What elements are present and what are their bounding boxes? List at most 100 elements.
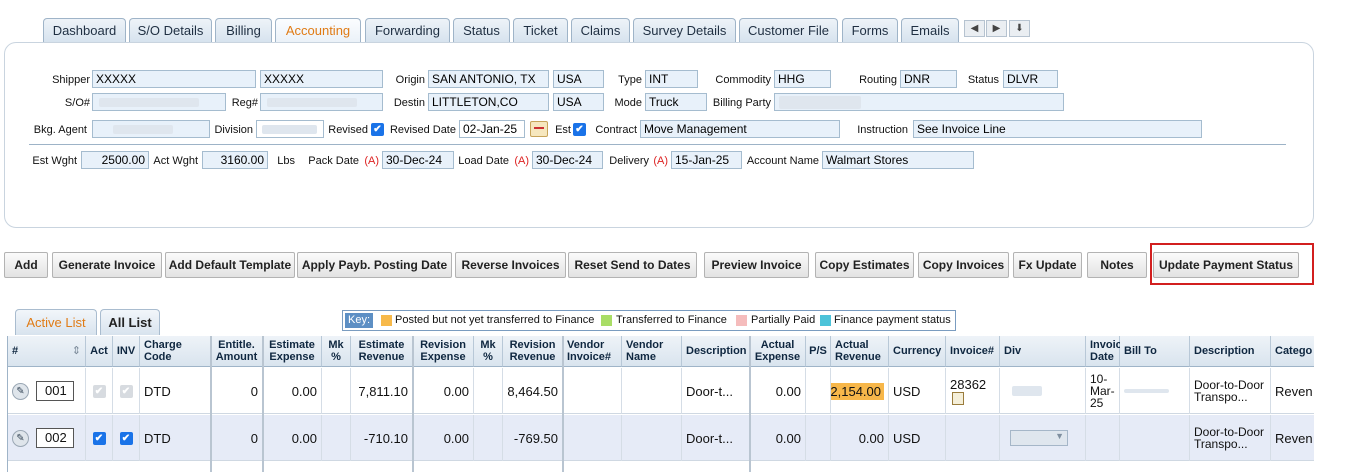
instruction-field[interactable]: See Invoice Line: [913, 120, 1202, 138]
mode-field[interactable]: Truck: [645, 93, 707, 111]
mk1-cell[interactable]: [322, 415, 351, 461]
act-weight-field[interactable]: 3160.00: [202, 151, 268, 169]
tab-ticket[interactable]: Ticket: [513, 18, 568, 43]
currency-cell[interactable]: USD: [889, 415, 946, 461]
line-number-input[interactable]: 001: [36, 381, 74, 401]
invoice-date-cell[interactable]: 10-Mar-25: [1086, 368, 1120, 414]
type-field[interactable]: INT: [645, 70, 698, 88]
delivery-date-field[interactable]: 15-Jan-25: [671, 151, 742, 169]
currency-cell[interactable]: USD: [889, 368, 946, 414]
tab-menu-down-icon[interactable]: ⬇: [1009, 20, 1030, 37]
tab-survey-details[interactable]: Survey Details: [633, 18, 736, 43]
sort-icon[interactable]: ⇕: [71, 345, 81, 357]
tab-forwarding[interactable]: Forwarding: [365, 18, 450, 43]
invoice-date-cell[interactable]: [1086, 415, 1120, 461]
div-select[interactable]: ▼: [1010, 430, 1068, 446]
destin-field[interactable]: LITTLETON,CO: [428, 93, 549, 111]
commodity-field[interactable]: HHG: [774, 70, 831, 88]
mk2-cell[interactable]: [474, 415, 503, 461]
reset-send-to-dates-button[interactable]: Reset Send to Dates: [568, 252, 697, 278]
actual-revenue-cell[interactable]: 2,154.00: [831, 368, 889, 414]
actual-revenue-cell[interactable]: 0.00: [831, 415, 889, 461]
revision-expense-cell[interactable]: 0.00: [413, 415, 474, 461]
mk1-cell[interactable]: [322, 368, 351, 414]
estimate-expense-cell[interactable]: 0.00: [263, 415, 322, 461]
apply-payb-posting-date-button[interactable]: Apply Payb. Posting Date: [297, 252, 452, 278]
tab-so-details[interactable]: S/O Details: [129, 18, 212, 43]
description-cell[interactable]: Door-t...: [682, 368, 750, 414]
bkg-agent-field[interactable]: [92, 120, 210, 138]
contract-field[interactable]: Move Management: [640, 120, 840, 138]
generate-invoice-button[interactable]: Generate Invoice: [52, 252, 162, 278]
shipper-first-field[interactable]: XXXXX: [92, 70, 256, 88]
account-name-field[interactable]: Walmart Stores: [822, 151, 974, 169]
tab-scroll-left-icon[interactable]: ◀: [964, 20, 985, 37]
pencil-icon[interactable]: ✎: [12, 382, 29, 400]
mk2-cell[interactable]: [474, 368, 503, 414]
division-field[interactable]: [256, 120, 324, 138]
bill-to-cell[interactable]: [1120, 415, 1190, 461]
estimate-expense-cell[interactable]: 0.00: [263, 368, 322, 414]
table-row[interactable]: ✎ 001 ✔ ✔ DTD 0 0.00 7,811.10 0.00 8,464…: [8, 368, 1314, 414]
charge-code-cell[interactable]: DTD: [140, 368, 211, 414]
actual-expense-cell[interactable]: 0.00: [750, 415, 806, 461]
ps-cell[interactable]: [806, 368, 831, 414]
add-default-template-button[interactable]: Add Default Template: [165, 252, 295, 278]
div-cell[interactable]: [1000, 368, 1086, 414]
routing-field[interactable]: DNR: [900, 70, 957, 88]
tab-claims[interactable]: Claims: [571, 18, 630, 43]
description-cell[interactable]: Door-t...: [682, 415, 750, 461]
so-number-field[interactable]: [92, 93, 226, 111]
tab-all-list[interactable]: All List: [100, 309, 160, 335]
actual-expense-cell[interactable]: 0.00: [750, 368, 806, 414]
status-field[interactable]: DLVR: [1003, 70, 1058, 88]
reg-number-field[interactable]: [260, 93, 383, 111]
charge-code-cell[interactable]: DTD: [140, 415, 211, 461]
revision-revenue-cell[interactable]: 8,464.50: [503, 368, 563, 414]
preview-invoice-button[interactable]: Preview Invoice: [704, 252, 809, 278]
pack-date-field[interactable]: 30-Dec-24: [382, 151, 454, 169]
act-checkbox[interactable]: ✔: [92, 431, 106, 445]
tab-billing[interactable]: Billing: [215, 18, 272, 43]
load-date-field[interactable]: 30-Dec-24: [532, 151, 603, 169]
line-number-input[interactable]: 002: [36, 428, 74, 448]
revised-checkbox[interactable]: ✔: [371, 123, 384, 136]
entitle-amount-cell[interactable]: 0: [211, 368, 263, 414]
vendor-name-cell[interactable]: [622, 415, 682, 461]
entitle-amount-cell[interactable]: 0: [211, 415, 263, 461]
inv-checkbox[interactable]: ✔: [119, 384, 133, 398]
tab-dashboard[interactable]: Dashboard: [43, 18, 126, 43]
category-cell[interactable]: Reven: [1271, 368, 1314, 414]
category-cell[interactable]: Reven: [1271, 415, 1314, 461]
calendar-icon[interactable]: [530, 121, 548, 137]
tab-status[interactable]: Status: [453, 18, 510, 43]
vendor-name-cell[interactable]: [622, 368, 682, 414]
inv-checkbox[interactable]: ✔: [119, 431, 133, 445]
tab-customer-file[interactable]: Customer File: [739, 18, 838, 43]
revised-date-field[interactable]: 02-Jan-25: [459, 120, 525, 138]
estimate-revenue-cell[interactable]: 7,811.10: [351, 368, 413, 414]
tab-accounting[interactable]: Accounting: [275, 18, 361, 43]
tab-emails[interactable]: Emails: [901, 18, 959, 43]
vendor-invoice-cell[interactable]: [563, 368, 622, 414]
ps-cell[interactable]: [806, 415, 831, 461]
invoice-number-cell[interactable]: [946, 415, 1000, 461]
bill-to-cell[interactable]: [1120, 368, 1190, 414]
reverse-invoices-button[interactable]: Reverse Invoices: [455, 252, 566, 278]
copy-invoices-button[interactable]: Copy Invoices: [918, 252, 1009, 278]
col-header-number[interactable]: # ⇕: [8, 336, 86, 367]
div-cell[interactable]: ▼: [1000, 415, 1086, 461]
origin-country-field[interactable]: USA: [553, 70, 604, 88]
fx-update-button[interactable]: Fx Update: [1013, 252, 1082, 278]
copy-estimates-button[interactable]: Copy Estimates: [815, 252, 914, 278]
revision-expense-cell[interactable]: 0.00: [413, 368, 474, 414]
tab-active-list[interactable]: Active List: [15, 309, 97, 335]
update-payment-status-button[interactable]: Update Payment Status: [1153, 252, 1299, 278]
est-checkbox[interactable]: ✔: [573, 123, 586, 136]
shipper-last-field[interactable]: XXXXX: [260, 70, 383, 88]
table-row[interactable]: ✎ 002 ✔ ✔ DTD 0 0.00 -710.10 0.00 -769.5…: [8, 415, 1314, 461]
act-checkbox[interactable]: ✔: [92, 384, 106, 398]
description-2-cell[interactable]: Door-to-Door Transpo...: [1190, 415, 1271, 461]
description-2-cell[interactable]: Door-to-Door Transpo...: [1190, 368, 1271, 414]
vendor-invoice-cell[interactable]: [563, 415, 622, 461]
